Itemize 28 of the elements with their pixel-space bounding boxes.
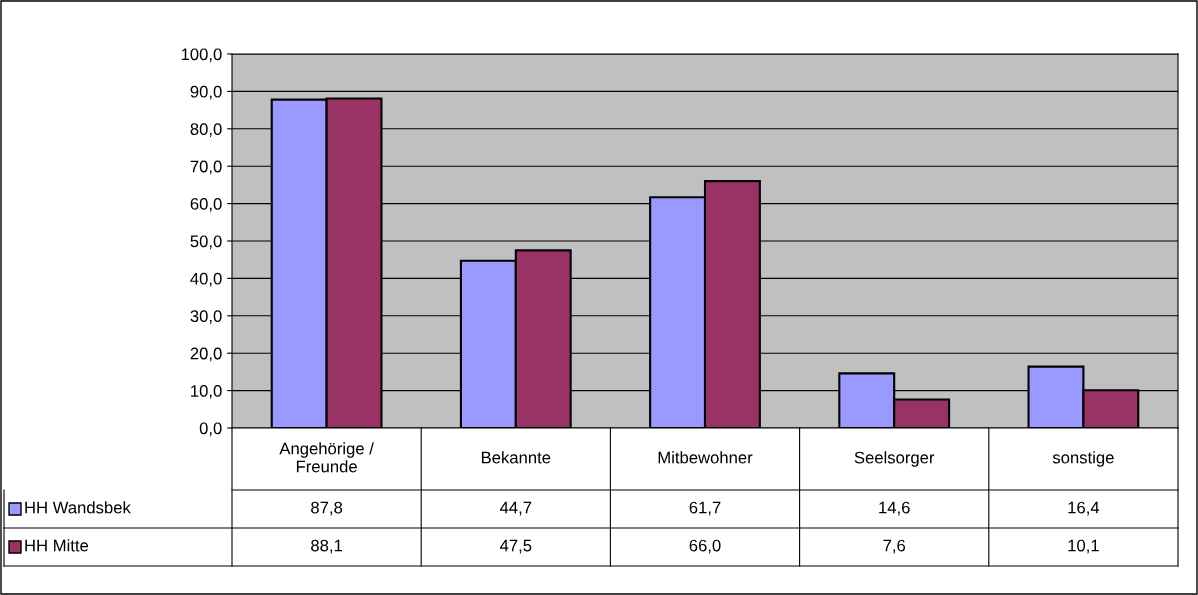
legend-label: HH Wandsbek (25, 501, 131, 514)
x-tick-label: Seelsorger (854, 451, 935, 467)
y-tick-label: 30,0 (190, 310, 222, 324)
y-tick-label: 80,0 (190, 123, 222, 137)
data-label: 61,7 (689, 501, 721, 516)
y-tick-label: 50,0 (190, 235, 222, 250)
y-tick-label: 60,0 (190, 198, 222, 212)
data-label: 47,5 (499, 539, 532, 554)
data-label: 88,1 (311, 539, 343, 554)
y-tick-label: 40,0 (190, 272, 222, 287)
data-label: 87,8 (311, 501, 343, 516)
data-label: 7,6 (883, 539, 906, 554)
y-tick-label: 10,0 (191, 385, 222, 399)
data-label: 16,4 (1068, 501, 1100, 516)
data-label: 44,7 (499, 501, 532, 516)
x-tick-label: Mitbewohner (658, 451, 753, 464)
y-tick-label: 0,0 (199, 422, 222, 437)
legend-label: HH Mitte (25, 539, 89, 552)
y-tick-label: 70,0 (190, 160, 222, 175)
data-label: 10,1 (1068, 539, 1099, 554)
x-tick-label: Bekannte (481, 451, 551, 464)
data-label: 66,0 (689, 539, 721, 554)
data-label: 14,6 (879, 501, 910, 516)
y-tick-label: 100,0 (181, 48, 222, 63)
x-tick-label: Angehörige / Freunde (279, 442, 374, 473)
x-tick-label: sonstige (1052, 451, 1114, 467)
y-tick-label: 90,0 (190, 85, 222, 100)
y-tick-label: 20,0 (190, 347, 222, 362)
